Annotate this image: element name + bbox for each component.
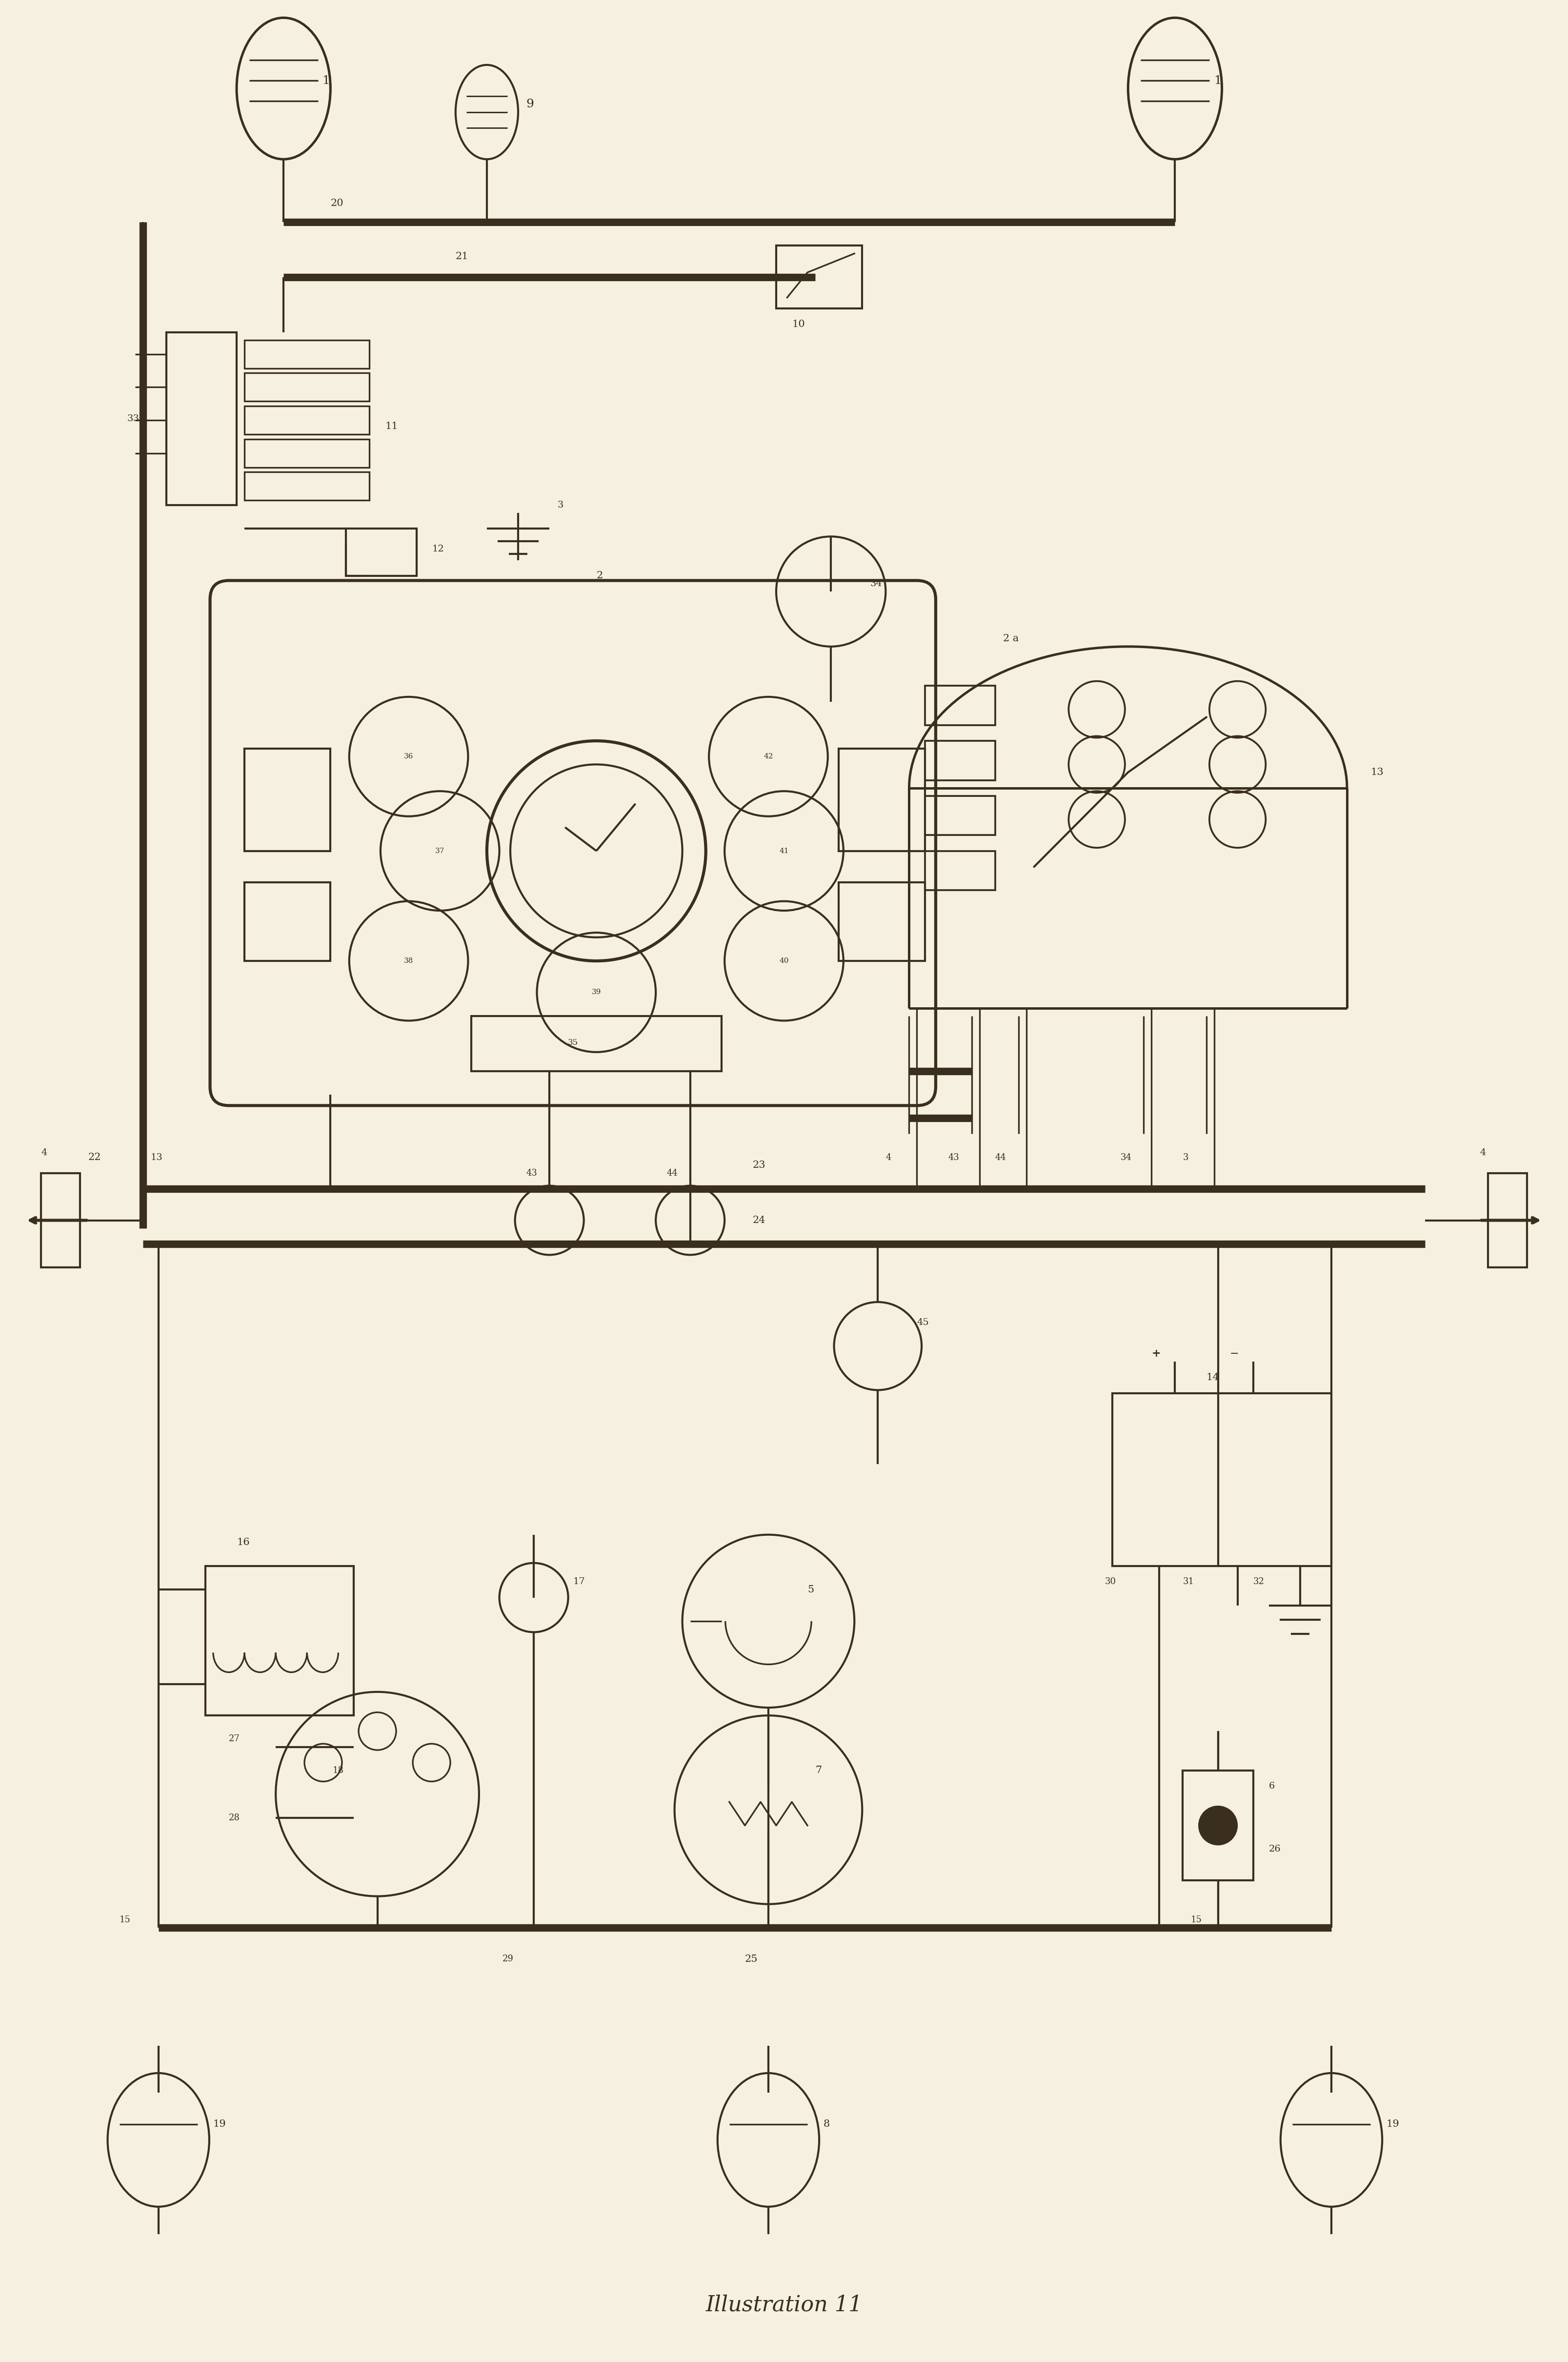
- Text: 21: 21: [456, 253, 469, 262]
- Bar: [925, 796, 996, 836]
- Text: 4: 4: [886, 1153, 891, 1162]
- Text: 34: 34: [870, 579, 883, 588]
- Text: 15: 15: [119, 1916, 130, 1925]
- Text: 13: 13: [151, 1153, 163, 1162]
- Bar: [205, 1566, 354, 1715]
- Text: 26: 26: [1269, 1845, 1281, 1854]
- Text: 28: 28: [229, 1814, 240, 1821]
- Text: 43: 43: [949, 1153, 960, 1162]
- Circle shape: [1200, 1807, 1237, 1845]
- Text: 1: 1: [1214, 76, 1221, 87]
- Bar: [839, 883, 925, 961]
- Text: 1: 1: [323, 76, 331, 87]
- Text: 2: 2: [596, 572, 602, 581]
- Text: 8: 8: [823, 2119, 829, 2128]
- Text: 3: 3: [557, 501, 563, 510]
- Bar: [925, 742, 996, 779]
- Bar: [839, 749, 925, 850]
- Bar: [166, 333, 237, 505]
- Text: 35: 35: [568, 1039, 579, 1046]
- Text: −: −: [1229, 1349, 1239, 1358]
- Bar: [347, 529, 417, 576]
- Text: 3: 3: [1182, 1153, 1189, 1162]
- Text: 44: 44: [996, 1153, 1007, 1162]
- Bar: [472, 1016, 721, 1070]
- Text: 31: 31: [1182, 1578, 1193, 1587]
- Text: 18: 18: [332, 1767, 343, 1774]
- Bar: [245, 749, 331, 850]
- Bar: [245, 439, 370, 468]
- Bar: [1112, 1394, 1331, 1566]
- Text: 4: 4: [41, 1148, 47, 1157]
- Text: 19: 19: [1386, 2119, 1399, 2128]
- Bar: [245, 340, 370, 368]
- Text: 45: 45: [917, 1318, 928, 1327]
- Text: 39: 39: [591, 990, 601, 997]
- Text: 29: 29: [502, 1956, 514, 1963]
- Text: 38: 38: [405, 957, 414, 964]
- Bar: [245, 373, 370, 402]
- Text: 44: 44: [666, 1169, 677, 1179]
- Text: 19: 19: [213, 2119, 226, 2128]
- Text: 25: 25: [745, 1953, 757, 1963]
- Bar: [245, 883, 331, 961]
- Text: 40: 40: [779, 957, 789, 964]
- Text: +: +: [1151, 1349, 1160, 1358]
- Text: 33: 33: [127, 413, 140, 423]
- Text: 9: 9: [525, 99, 533, 109]
- Text: 34: 34: [1120, 1153, 1132, 1162]
- Bar: [925, 850, 996, 890]
- Text: 22: 22: [88, 1153, 100, 1162]
- Text: Illustration 11: Illustration 11: [706, 2294, 862, 2315]
- Text: 5: 5: [808, 1585, 814, 1594]
- Text: 14: 14: [1206, 1372, 1220, 1382]
- Text: 20: 20: [331, 198, 343, 208]
- Text: 15: 15: [1190, 1916, 1201, 1925]
- Text: 32: 32: [1253, 1578, 1264, 1587]
- Text: 36: 36: [405, 753, 414, 761]
- Text: 12: 12: [433, 546, 444, 553]
- Text: 10: 10: [792, 319, 804, 328]
- Text: 23: 23: [753, 1160, 765, 1169]
- Text: 42: 42: [764, 753, 773, 761]
- Bar: [41, 1174, 80, 1268]
- Text: 41: 41: [779, 848, 789, 855]
- Text: 4: 4: [1480, 1148, 1486, 1157]
- Text: 30: 30: [1104, 1578, 1116, 1587]
- Text: 24: 24: [753, 1216, 765, 1226]
- Bar: [1182, 1772, 1253, 1880]
- Text: 7: 7: [815, 1767, 822, 1776]
- Text: 11: 11: [386, 423, 398, 432]
- Text: 2 a: 2 a: [1004, 633, 1019, 642]
- Text: 43: 43: [525, 1169, 538, 1179]
- Bar: [245, 406, 370, 435]
- Text: 13: 13: [1370, 768, 1383, 777]
- Bar: [776, 246, 862, 309]
- Text: 17: 17: [572, 1578, 585, 1587]
- Text: 16: 16: [237, 1538, 249, 1547]
- Bar: [245, 472, 370, 501]
- Text: 27: 27: [229, 1734, 240, 1743]
- Text: 6: 6: [1269, 1781, 1275, 1790]
- Bar: [1488, 1174, 1527, 1268]
- Text: 37: 37: [436, 848, 445, 855]
- Bar: [925, 685, 996, 725]
